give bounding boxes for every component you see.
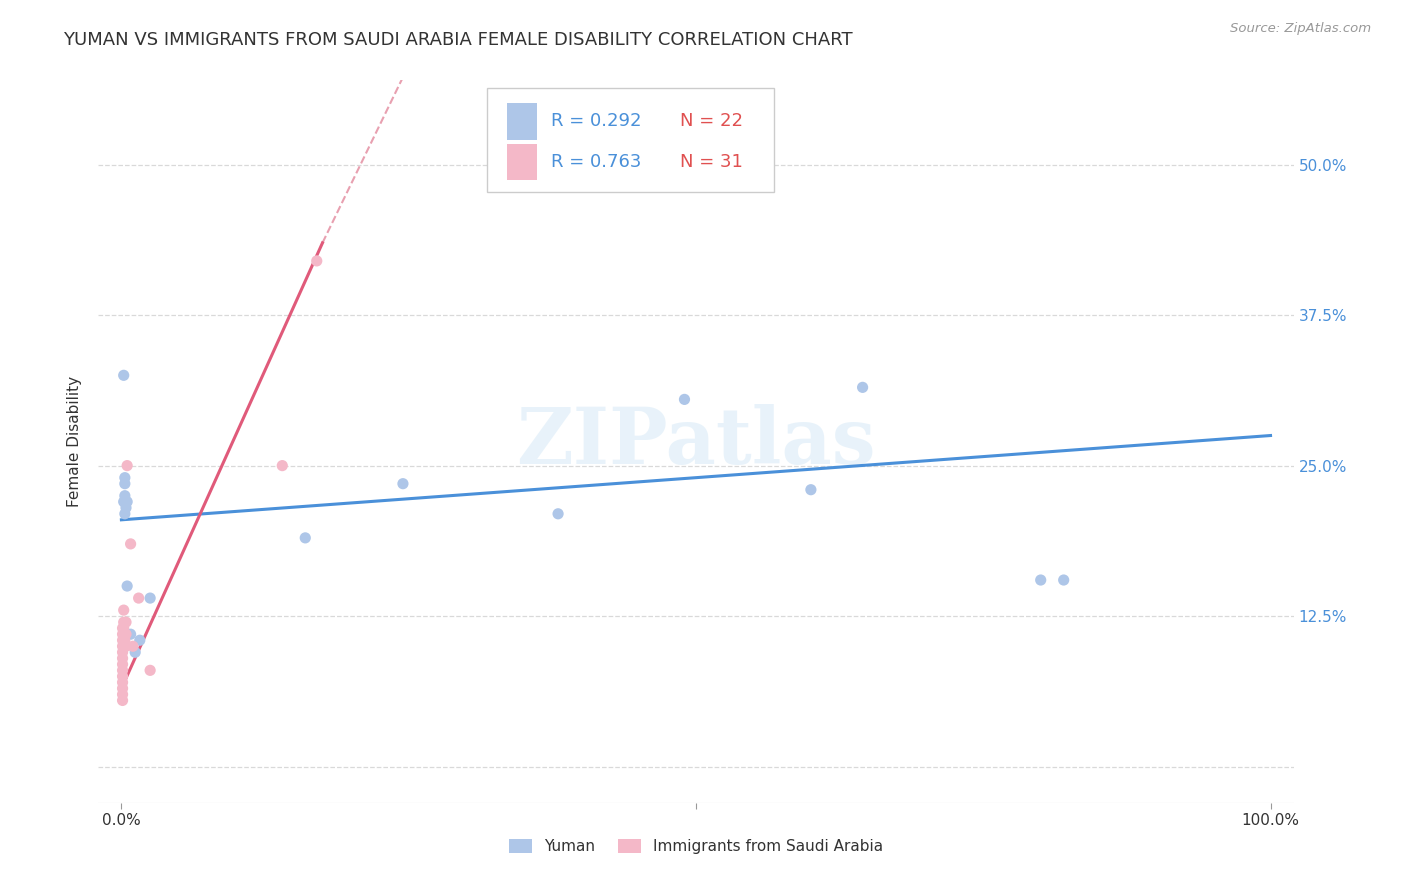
Point bbox=[128, 633, 150, 648]
Point bbox=[294, 531, 316, 545]
Point bbox=[111, 651, 134, 665]
Point bbox=[122, 639, 145, 653]
Text: YUMAN VS IMMIGRANTS FROM SAUDI ARABIA FEMALE DISABILITY CORRELATION CHART: YUMAN VS IMMIGRANTS FROM SAUDI ARABIA FE… bbox=[63, 31, 853, 49]
Point bbox=[673, 392, 696, 407]
Point bbox=[114, 633, 136, 648]
Point bbox=[111, 633, 134, 648]
Point bbox=[111, 687, 134, 701]
Point bbox=[112, 639, 135, 653]
Point bbox=[111, 627, 134, 641]
Point bbox=[115, 639, 138, 653]
Point bbox=[115, 579, 138, 593]
Point bbox=[120, 627, 142, 641]
Point bbox=[114, 627, 136, 641]
Point bbox=[111, 621, 134, 635]
Point bbox=[115, 458, 138, 473]
FancyBboxPatch shape bbox=[486, 87, 773, 193]
Point bbox=[111, 664, 134, 678]
Text: Source: ZipAtlas.com: Source: ZipAtlas.com bbox=[1230, 22, 1371, 36]
Point bbox=[120, 537, 142, 551]
Point bbox=[114, 471, 136, 485]
Point bbox=[112, 615, 135, 630]
Point bbox=[111, 669, 134, 683]
Point bbox=[128, 591, 150, 605]
Point bbox=[111, 639, 134, 653]
Point bbox=[111, 657, 134, 672]
Text: N = 22: N = 22 bbox=[681, 112, 744, 130]
Point bbox=[112, 603, 135, 617]
Point bbox=[112, 633, 135, 648]
Point bbox=[111, 693, 134, 707]
Point bbox=[112, 621, 135, 635]
Point bbox=[112, 368, 135, 383]
Text: N = 31: N = 31 bbox=[681, 153, 744, 171]
Point bbox=[547, 507, 569, 521]
Text: ZIPatlas: ZIPatlas bbox=[516, 403, 876, 480]
Text: R = 0.763: R = 0.763 bbox=[551, 153, 641, 171]
Point bbox=[115, 627, 138, 641]
Point bbox=[271, 458, 294, 473]
Point bbox=[111, 645, 134, 659]
Point bbox=[852, 380, 875, 394]
Point bbox=[115, 500, 138, 515]
Legend: Yuman, Immigrants from Saudi Arabia: Yuman, Immigrants from Saudi Arabia bbox=[503, 833, 889, 860]
Point bbox=[1053, 573, 1076, 587]
Point bbox=[124, 645, 146, 659]
Point bbox=[115, 494, 138, 508]
Point bbox=[114, 489, 136, 503]
Point bbox=[305, 253, 328, 268]
Point bbox=[139, 664, 162, 678]
Point bbox=[392, 476, 415, 491]
Point bbox=[115, 615, 138, 630]
Point bbox=[114, 476, 136, 491]
Y-axis label: Female Disability: Female Disability bbox=[67, 376, 83, 508]
Point bbox=[114, 507, 136, 521]
Point bbox=[139, 591, 162, 605]
Point bbox=[112, 627, 135, 641]
FancyBboxPatch shape bbox=[508, 144, 537, 180]
Point bbox=[800, 483, 823, 497]
Point bbox=[1029, 573, 1052, 587]
Point bbox=[115, 494, 138, 508]
FancyBboxPatch shape bbox=[508, 103, 537, 139]
Point bbox=[111, 681, 134, 696]
Point bbox=[111, 675, 134, 690]
Point bbox=[112, 494, 135, 508]
Text: R = 0.292: R = 0.292 bbox=[551, 112, 643, 130]
